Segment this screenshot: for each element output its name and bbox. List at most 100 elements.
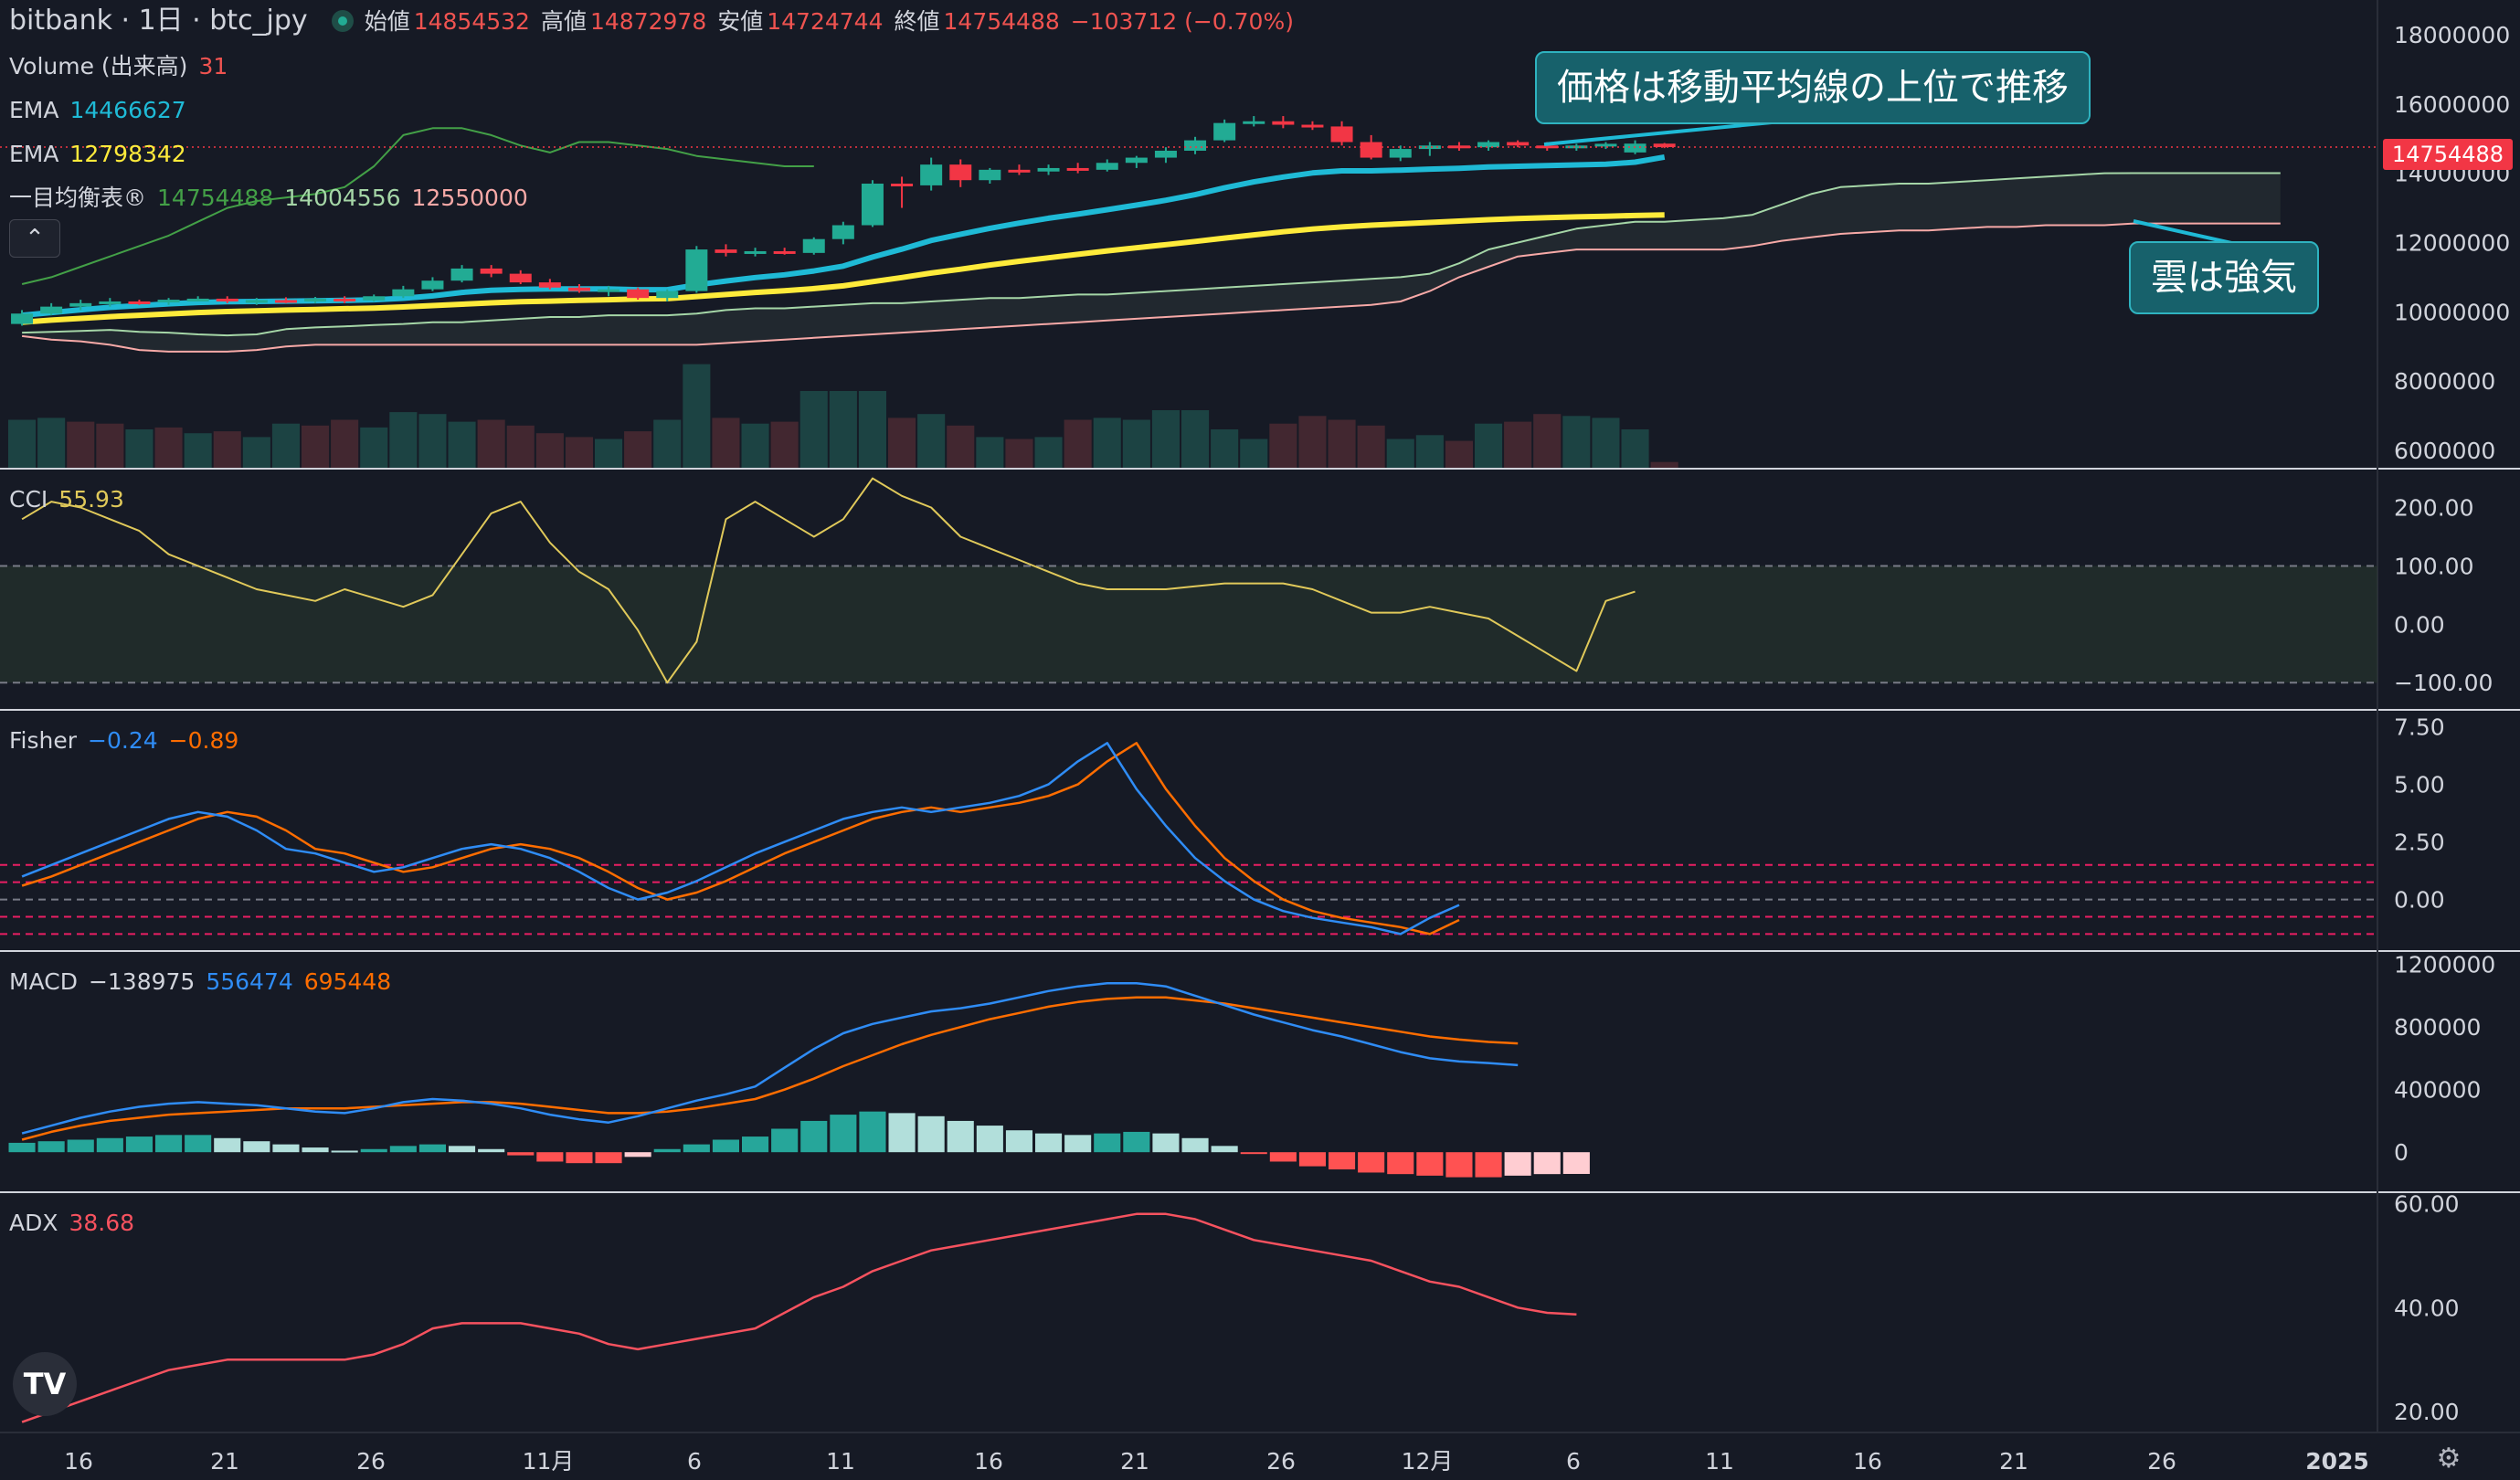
candle-body: [128, 301, 151, 304]
candle-body: [157, 300, 180, 303]
time-axis-label: 11月: [523, 1448, 575, 1475]
volume-bar: [976, 437, 1004, 468]
gear-icon[interactable]: ⚙: [2436, 1443, 2462, 1475]
macd-histogram-bar: [1562, 1152, 1590, 1174]
candle-body: [1037, 167, 1060, 172]
volume-bar: [477, 419, 505, 468]
ema-slow-label: EMA: [9, 141, 59, 167]
open-label: 始値: [364, 8, 410, 35]
macd-histogram-bar: [830, 1115, 857, 1153]
candle-body: [1624, 143, 1646, 153]
candle-body: [627, 289, 650, 299]
volume-bar: [1504, 421, 1532, 468]
candle-body: [920, 164, 943, 185]
macd-histogram-bar: [1152, 1133, 1180, 1153]
symbol-header: bitbank · 1日 · btc_jpy 始値 14854532 高値 148729…: [9, 5, 1305, 37]
macd-histogram-bar: [37, 1141, 65, 1153]
volume-bar: [1533, 414, 1562, 468]
time-axis-label: 6: [687, 1448, 702, 1475]
macd-histogram-bar: [712, 1139, 739, 1153]
time-axis-label: 26: [356, 1448, 386, 1475]
macd-histogram-bar: [1387, 1152, 1414, 1175]
macd-histogram-bar: [888, 1113, 916, 1153]
time-axis-label: 16: [1853, 1448, 1882, 1475]
candle-body: [245, 300, 268, 303]
macd-histogram-bar: [1240, 1152, 1267, 1155]
ema-slow-legend[interactable]: EMA 12798342: [9, 139, 197, 170]
adx-legend[interactable]: ADX 38.68: [9, 1208, 145, 1239]
candle-body: [1565, 145, 1588, 149]
volume-bar: [8, 419, 37, 468]
macd-histogram-bar: [624, 1152, 651, 1158]
ichimoku-lagging-line: [21, 127, 814, 285]
macd-axis-label: 400000: [2394, 1077, 2481, 1104]
macd-histogram-bar: [1533, 1152, 1561, 1175]
candle-body: [186, 298, 209, 301]
macd-histogram-bar: [67, 1139, 94, 1153]
volume-bar: [1415, 435, 1444, 468]
adx-axis-label: 20.00: [2394, 1399, 2460, 1425]
macd-histogram-bar: [1358, 1152, 1385, 1173]
macd-histogram-bar: [1064, 1135, 1092, 1153]
time-axis-label: 11: [826, 1448, 855, 1475]
high-value: 14872978: [589, 8, 707, 35]
tradingview-logo[interactable]: TV: [13, 1352, 77, 1416]
volume-bar: [565, 437, 593, 468]
candle-body: [363, 296, 386, 301]
live-dot-icon: [331, 10, 354, 32]
volume-bar: [712, 418, 740, 468]
fisher-legend[interactable]: Fisher −0.24 −0.89: [9, 725, 249, 756]
candle-body: [979, 169, 1001, 181]
volume-bar: [1475, 423, 1503, 468]
candle-body: [1213, 122, 1236, 141]
cci-axis-label: −100.00: [2394, 670, 2493, 696]
macd-legend[interactable]: MACD −138975 556474 695448: [9, 967, 402, 998]
ema-fast-value: 14466627: [69, 97, 186, 123]
macd-histogram-bar: [418, 1144, 446, 1153]
volume-bar: [1005, 439, 1033, 468]
macd-histogram-bar: [1094, 1133, 1121, 1153]
candle-body: [598, 289, 620, 292]
volume-bar: [1621, 429, 1649, 468]
volume-bar: [683, 364, 711, 468]
candle-body: [40, 306, 63, 314]
candle-body: [509, 273, 532, 283]
open-value: 14854532: [413, 8, 530, 35]
ema-fast-legend[interactable]: EMA 14466627: [9, 95, 197, 126]
cci-legend[interactable]: CCI 55.93: [9, 484, 135, 515]
callout-price-above-ma[interactable]: 価格は移動平均線の上位で推移: [1535, 51, 2091, 124]
macd-value-1: −138975: [88, 968, 196, 995]
macd-histogram-bar: [1504, 1152, 1531, 1176]
low-value: 14724744: [767, 8, 884, 35]
macd-histogram-bar: [566, 1152, 593, 1164]
volume-bar: [67, 421, 95, 468]
candle-body: [567, 287, 590, 291]
chevron-up-icon[interactable]: ⌃: [9, 219, 60, 258]
volume-bar: [917, 414, 946, 468]
adx-value: 38.68: [69, 1210, 135, 1236]
ema-slow-value: 12798342: [69, 141, 186, 167]
candle-body: [715, 249, 737, 253]
macd-histogram-bar: [1005, 1130, 1032, 1153]
volume-bar: [448, 421, 476, 468]
candle-body: [334, 298, 356, 301]
ichimoku-legend[interactable]: 一目均衡表® 14754488 14004556 12550000: [9, 183, 539, 214]
volume-bar: [96, 423, 124, 468]
cci-band: [0, 566, 2377, 683]
macd-histogram-bar: [1269, 1152, 1297, 1162]
volume-bar: [242, 437, 270, 468]
symbol-title[interactable]: bitbank · 1日 · btc_jpy: [9, 5, 308, 37]
cci-axis-label: 100.00: [2394, 553, 2473, 579]
macd-histogram-bar: [1181, 1137, 1209, 1153]
macd-histogram-bar: [683, 1144, 710, 1153]
macd-histogram-bar: [976, 1126, 1003, 1153]
time-axis-label: 21: [1999, 1448, 2028, 1475]
volume-bar: [1562, 416, 1591, 468]
callout-cloud-bullish[interactable]: 雲は強気: [2129, 241, 2319, 314]
volume-bar: [1386, 439, 1414, 468]
volume-legend[interactable]: Volume (出来高) 31: [9, 51, 238, 82]
macd-axis-label: 1200000: [2394, 952, 2495, 978]
volume-bar: [770, 421, 799, 468]
